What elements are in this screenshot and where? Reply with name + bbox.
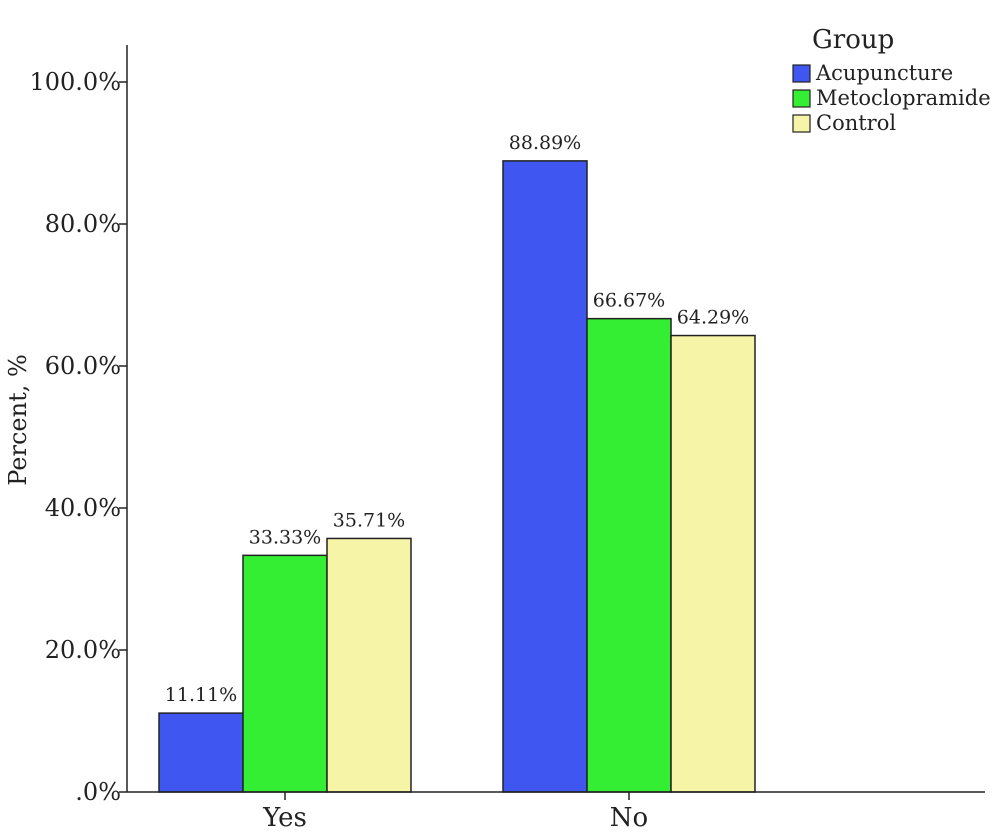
legend-label: Control	[816, 111, 896, 135]
bar-control-yes	[326, 537, 412, 793]
bars	[158, 160, 756, 793]
legend-label: Metoclopramide	[816, 86, 991, 110]
x-tick-label: No	[610, 803, 648, 833]
data-label: 64.29%	[677, 307, 749, 329]
y-tick-label: 100.0%	[29, 68, 121, 96]
bar-acupuncture-yes	[158, 712, 244, 793]
bar-metoclopramide-no	[586, 317, 672, 793]
bar-metoclopramide-yes	[242, 554, 328, 793]
legend-label: Acupuncture	[815, 61, 953, 85]
data-label: 88.89%	[509, 132, 581, 154]
y-tick-label: 80.0%	[45, 210, 121, 238]
data-label: 35.71%	[333, 509, 405, 531]
y-tick-label: 40.0%	[45, 494, 121, 522]
bar-acupuncture-no	[502, 160, 588, 793]
y-axis-ticks: .0% 20.0% 40.0% 60.0% 80.0% 100.0%	[29, 68, 127, 806]
legend-swatch-metoclopramide	[792, 89, 811, 108]
y-tick-label: 20.0%	[45, 636, 121, 664]
data-label: 11.11%	[165, 684, 237, 706]
y-tick-label: 60.0%	[45, 352, 121, 380]
y-tick-label: .0%	[75, 778, 121, 806]
data-label: 66.67%	[593, 290, 665, 312]
x-axis-labels: Yes No	[262, 792, 648, 833]
legend-swatch-control	[792, 114, 811, 133]
data-labels: 11.11% 33.33% 35.71% 88.89% 66.67% 64.29%	[165, 132, 749, 706]
x-tick-label: Yes	[262, 803, 307, 833]
legend-swatch-acupuncture	[792, 64, 811, 83]
data-label: 33.33%	[249, 526, 321, 548]
bar-control-no	[670, 334, 756, 793]
y-axis-title: Percent, %	[4, 354, 32, 486]
legend-title: Group	[812, 25, 894, 55]
